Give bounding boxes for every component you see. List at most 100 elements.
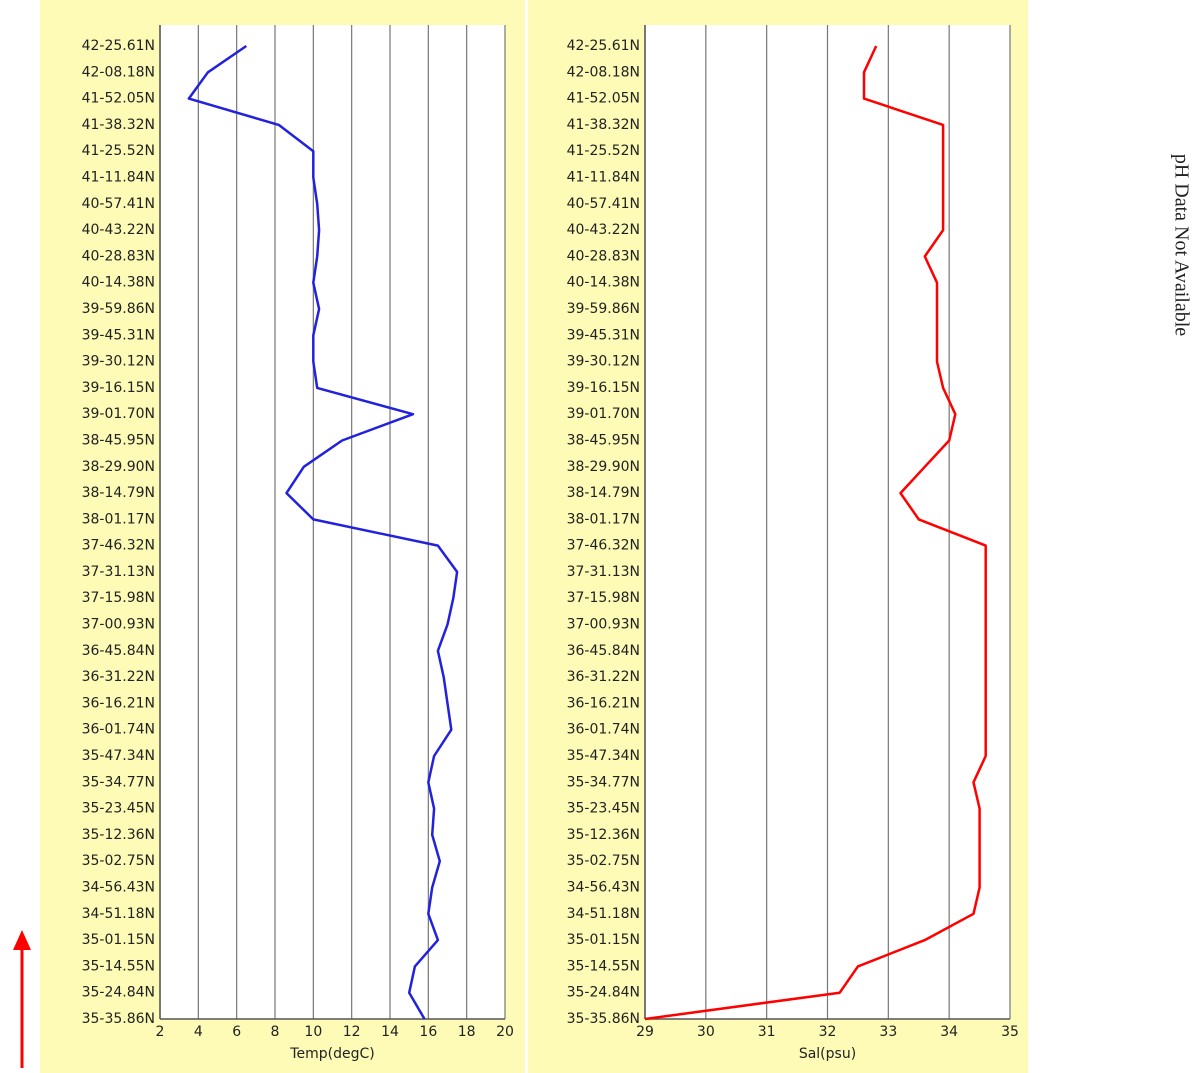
y-tick-label: 37-15.98N xyxy=(82,590,155,606)
x-tick-label: 29 xyxy=(636,1024,654,1040)
arrow-head xyxy=(13,930,31,950)
y-tick-label: 37-15.98N xyxy=(567,590,640,606)
y-tick-label: 39-59.86N xyxy=(567,301,640,317)
y-tick-label: 35-14.55N xyxy=(82,958,155,974)
x-tick-label: 35 xyxy=(1001,1024,1019,1040)
x-tick-label: 30 xyxy=(697,1024,715,1040)
y-tick-label: 39-59.86N xyxy=(82,301,155,317)
y-tick-label: 40-14.38N xyxy=(82,275,155,291)
y-tick-label: 38-29.90N xyxy=(567,459,640,475)
y-tick-label: 39-45.31N xyxy=(567,327,640,343)
y-tick-label: 34-51.18N xyxy=(82,906,155,922)
x-tick-label: 14 xyxy=(381,1024,399,1040)
y-tick-label: 36-16.21N xyxy=(82,695,155,711)
x-tick-label: 33 xyxy=(879,1024,897,1040)
y-tick-label: 39-30.12N xyxy=(82,354,155,370)
y-tick-label: 35-02.75N xyxy=(82,853,155,869)
data-line xyxy=(187,44,459,1020)
x-tick-label: 10 xyxy=(304,1024,322,1040)
y-tick-label: 35-34.77N xyxy=(567,774,640,790)
y-tick-label: 35-02.75N xyxy=(567,853,640,869)
y-tick-label: 38-01.17N xyxy=(567,511,640,527)
y-tick-label: 36-16.21N xyxy=(567,695,640,711)
y-tick-label: 39-16.15N xyxy=(82,380,155,396)
x-tick-label: 4 xyxy=(194,1024,203,1040)
y-tick-label: 40-28.83N xyxy=(82,248,155,264)
x-tick-label: 31 xyxy=(758,1024,776,1040)
y-tick-label: 40-57.41N xyxy=(82,196,155,212)
y-tick-label: 37-00.93N xyxy=(567,617,640,633)
y-tick-label: 42-25.61N xyxy=(82,38,155,54)
y-tick-label: 39-01.70N xyxy=(82,406,155,422)
y-tick-label: 41-11.84N xyxy=(567,169,640,185)
plot-area xyxy=(160,25,505,1019)
y-tick-label: 35-12.36N xyxy=(567,827,640,843)
y-tick-label: 35-12.36N xyxy=(82,827,155,843)
x-tick-label: 16 xyxy=(419,1024,437,1040)
y-tick-label: 40-43.22N xyxy=(567,222,640,238)
y-tick-label: 35-23.45N xyxy=(567,801,640,817)
y-tick-label: 37-31.13N xyxy=(82,564,155,580)
x-axis-title: Sal(psu) xyxy=(799,1046,856,1062)
x-tick-label: 8 xyxy=(271,1024,280,1040)
y-tick-label: 35-35.86N xyxy=(82,1011,155,1027)
y-tick-label: 40-57.41N xyxy=(567,196,640,212)
x-tick-label: 2 xyxy=(156,1024,165,1040)
y-tick-label: 42-08.18N xyxy=(567,64,640,80)
y-tick-label: 39-01.70N xyxy=(567,406,640,422)
y-tick-label: 38-14.79N xyxy=(82,485,155,501)
x-tick-label: 20 xyxy=(496,1024,514,1040)
y-tick-label: 38-14.79N xyxy=(567,485,640,501)
y-tick-label: 38-45.95N xyxy=(82,432,155,448)
y-tick-label: 35-01.15N xyxy=(82,932,155,948)
y-tick-label: 36-31.22N xyxy=(567,669,640,685)
y-tick-label: 37-00.93N xyxy=(82,617,155,633)
y-tick-label: 39-30.12N xyxy=(567,354,640,370)
y-tick-label: 39-45.31N xyxy=(82,327,155,343)
y-tick-label: 41-52.05N xyxy=(567,91,640,107)
y-tick-label: 34-56.43N xyxy=(567,880,640,896)
y-tick-label: 35-23.45N xyxy=(82,801,155,817)
x-tick-label: 18 xyxy=(458,1024,476,1040)
y-tick-label: 35-01.15N xyxy=(567,932,640,948)
y-tick-label: 36-45.84N xyxy=(82,643,155,659)
y-tick-label: 35-24.84N xyxy=(567,985,640,1001)
y-tick-label: 35-14.55N xyxy=(567,958,640,974)
y-tick-label: 42-08.18N xyxy=(82,64,155,80)
y-tick-label: 39-16.15N xyxy=(567,380,640,396)
y-tick-label: 36-01.74N xyxy=(82,722,155,738)
y-tick-label: 35-24.84N xyxy=(82,985,155,1001)
y-tick-label: 40-28.83N xyxy=(567,248,640,264)
y-tick-label: 35-47.34N xyxy=(82,748,155,764)
y-tick-label: 37-31.13N xyxy=(567,564,640,580)
x-tick-label: 12 xyxy=(343,1024,361,1040)
y-tick-label: 41-38.32N xyxy=(567,117,640,133)
y-tick-label: 41-11.84N xyxy=(82,169,155,185)
x-tick-label: 6 xyxy=(232,1024,241,1040)
y-tick-label: 41-52.05N xyxy=(82,91,155,107)
y-tick-label: 42-25.61N xyxy=(567,38,640,54)
y-tick-label: 35-47.34N xyxy=(567,748,640,764)
x-axis-title: Temp(degC) xyxy=(289,1046,374,1062)
y-tick-label: 40-14.38N xyxy=(567,275,640,291)
y-tick-label: 38-45.95N xyxy=(567,432,640,448)
y-tick-label: 41-25.52N xyxy=(82,143,155,159)
y-tick-label: 36-01.74N xyxy=(567,722,640,738)
y-tick-label: 37-46.32N xyxy=(567,538,640,554)
y-tick-label: 34-51.18N xyxy=(567,906,640,922)
y-tick-label: 36-45.84N xyxy=(567,643,640,659)
y-tick-label: 34-56.43N xyxy=(82,880,155,896)
y-tick-label: 37-46.32N xyxy=(82,538,155,554)
y-tick-label: 40-43.22N xyxy=(82,222,155,238)
x-tick-label: 34 xyxy=(940,1024,958,1040)
y-tick-label: 41-38.32N xyxy=(82,117,155,133)
x-tick-label: 32 xyxy=(819,1024,837,1040)
y-tick-label: 41-25.52N xyxy=(567,143,640,159)
y-tick-label: 35-34.77N xyxy=(82,774,155,790)
y-tick-label: 38-01.17N xyxy=(82,511,155,527)
y-tick-label: 35-35.86N xyxy=(567,1011,640,1027)
data-line xyxy=(644,45,987,1021)
side-note: pH Data Not Available xyxy=(1170,154,1192,336)
y-tick-label: 38-29.90N xyxy=(82,459,155,475)
